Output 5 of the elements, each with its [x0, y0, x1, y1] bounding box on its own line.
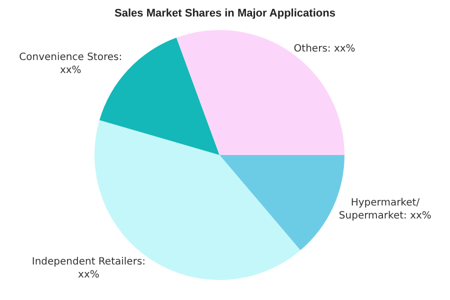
chart-title: Sales Market Shares in Major Applications: [114, 8, 336, 20]
slice-label: Convenience Stores: xx%: [19, 52, 122, 76]
slice-label: Others: xx%: [294, 43, 356, 54]
slice-label: Independent Retailers: xx%: [32, 256, 146, 280]
slice-label: Hypermarket/Supermarket: xx%: [338, 198, 432, 222]
